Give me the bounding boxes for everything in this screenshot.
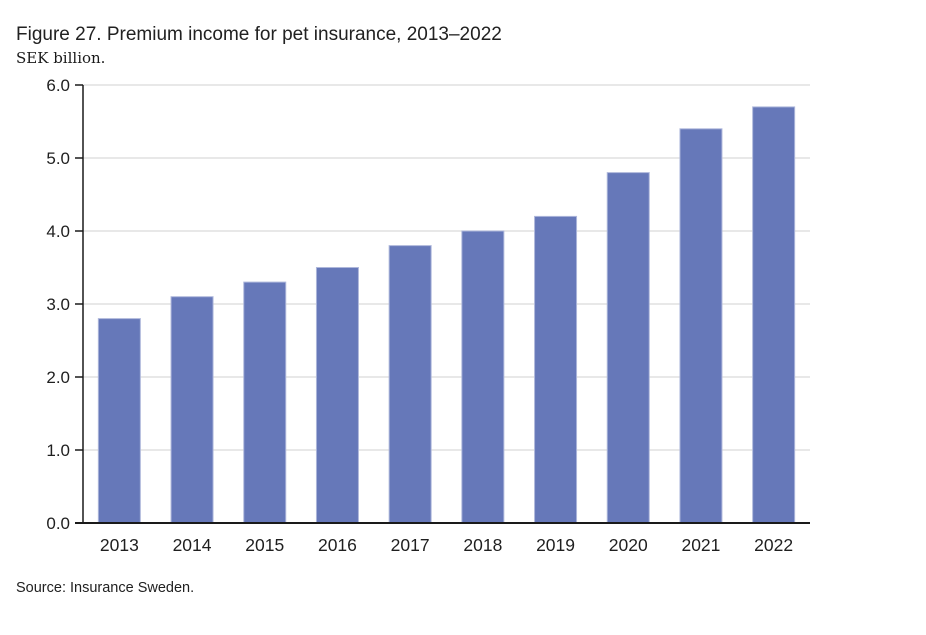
bar-2016: [315, 267, 359, 524]
x-tick-label-2016: 2016: [318, 535, 357, 555]
x-tick-label-2020: 2020: [609, 535, 648, 555]
y-tick-label: 3.0: [46, 295, 70, 314]
unit-label: SEK billion.: [16, 49, 106, 67]
x-tick-label-2014: 2014: [173, 535, 212, 555]
bar-2019: [534, 215, 578, 524]
bar-2022: [752, 106, 796, 524]
y-tick-label: 6.0: [46, 76, 70, 95]
x-tick-label-2018: 2018: [463, 535, 502, 555]
y-tick-label: 1.0: [46, 441, 70, 460]
source-note: Source: Insurance Sweden.: [16, 580, 195, 596]
x-tick-label-2017: 2017: [391, 535, 430, 555]
y-tick-label: 5.0: [46, 149, 70, 168]
x-tick-label-2022: 2022: [754, 535, 793, 555]
y-tick-label: 2.0: [46, 368, 70, 387]
bar-2018: [461, 230, 505, 524]
bar-2017: [388, 245, 432, 524]
figure-title: Figure 27. Premium income for pet insura…: [16, 24, 502, 45]
bar-2014: [170, 296, 214, 524]
x-tick-label-2013: 2013: [100, 535, 139, 555]
bar-2020: [606, 172, 650, 524]
x-tick-label-2021: 2021: [681, 535, 720, 555]
x-tick-label-2015: 2015: [245, 535, 284, 555]
bar-2021: [679, 128, 723, 524]
y-tick-label: 0.0: [46, 514, 70, 533]
bar-2013: [97, 318, 141, 524]
y-tick-label: 4.0: [46, 222, 70, 241]
x-tick-label-2019: 2019: [536, 535, 575, 555]
bar-2015: [243, 281, 287, 524]
